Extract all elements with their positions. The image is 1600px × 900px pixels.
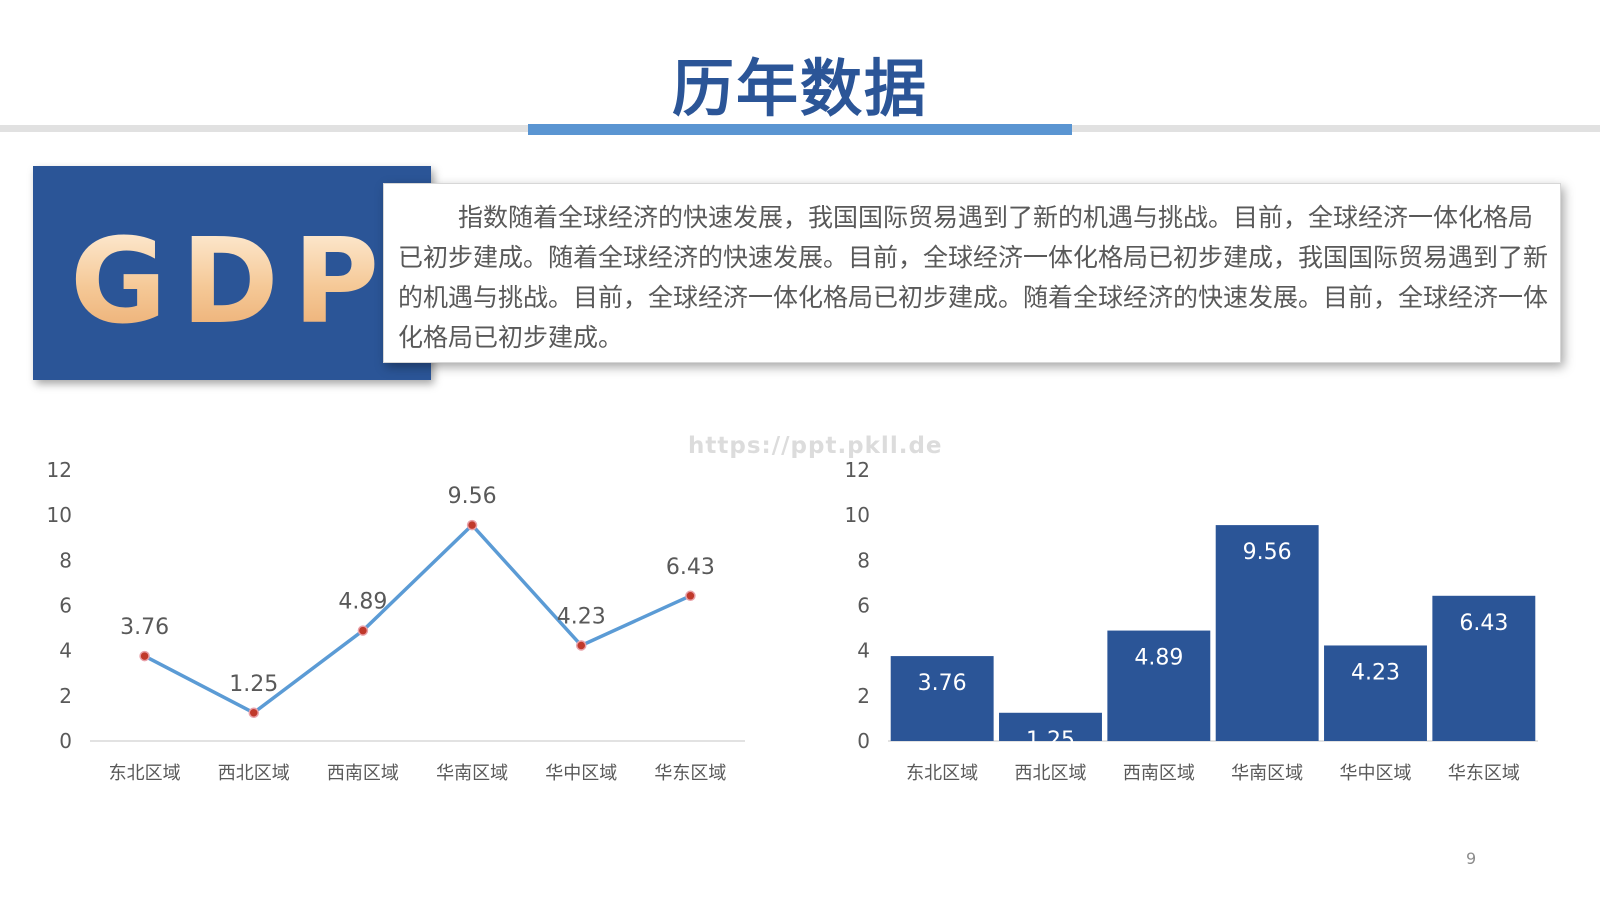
y-tick-label: 2 (59, 684, 72, 708)
line-chart: 0 2 4 6 8 10 12 东北区域 西北区域 西南区域 华南区域 华中区域 华东区域 3.76 1.2… (47, 458, 745, 784)
bar-value-label: 4.89 (1134, 646, 1183, 671)
x-tick-label: 西北区域 (1015, 763, 1087, 784)
y-tick-label: 4 (59, 639, 72, 663)
bar-value-label: 3.76 (918, 671, 967, 696)
bar-value-label: 4.23 (1351, 660, 1400, 685)
bar-value-label: 6.43 (1459, 611, 1508, 636)
x-tick-label: 西南区域 (1123, 763, 1195, 784)
watermark: https://ppt.pkll.de (688, 433, 943, 459)
y-tick-label: 10 (845, 503, 870, 527)
x-tick-label: 华东区域 (654, 763, 726, 784)
data-point (466, 519, 478, 531)
data-point (357, 625, 369, 636)
y-tick-label: 12 (845, 458, 870, 482)
data-label: 9.56 (448, 484, 497, 509)
y-tick-label: 0 (857, 729, 870, 753)
gdp-panel (33, 166, 431, 380)
data-point (248, 707, 259, 719)
bar (999, 712, 1102, 741)
data-point (139, 650, 150, 662)
y-tick-label: 12 (47, 458, 72, 482)
description-card: 指数随着全球经济的快速发展，我国国际贸易遇到了新的机遇与挑战。目前，全球经济一体… (383, 183, 1561, 363)
data-label: 4.89 (338, 590, 387, 615)
x-tick-label: 东北区域 (109, 763, 181, 784)
bar-value-label: 9.56 (1243, 540, 1292, 565)
bar (1432, 595, 1536, 741)
data-label: 4.23 (557, 604, 606, 629)
bar-value-label: 1.25 (1026, 728, 1075, 753)
x-tick-label: 华中区域 (545, 763, 617, 784)
y-tick-label: 6 (59, 594, 72, 618)
bar (1215, 525, 1319, 741)
x-tick-label: 华南区域 (436, 763, 508, 784)
y-tick-label: 4 (857, 639, 870, 663)
y-tick-label: 0 (59, 729, 72, 753)
page-number: 9 (1466, 849, 1477, 868)
data-point (576, 640, 587, 651)
series-line (143, 523, 692, 715)
x-tick-label: 西北区域 (218, 763, 290, 784)
x-tick-label: 华南区域 (1231, 763, 1303, 784)
x-tick-label: 华东区域 (1448, 763, 1520, 784)
y-tick-label: 10 (47, 503, 72, 527)
bar (1324, 645, 1427, 741)
bar (1107, 630, 1211, 741)
description-text: 指数随着全球经济的快速发展，我国国际贸易遇到了新的机遇与挑战。目前，全球经济一体… (398, 203, 1549, 352)
x-tick-label: 华中区域 (1340, 763, 1412, 784)
data-label: 6.43 (666, 555, 715, 580)
y-tick-label: 8 (59, 548, 72, 572)
x-tick-label: 西南区域 (327, 763, 399, 784)
gdp-label: GDP (70, 212, 394, 350)
data-label: 1.25 (229, 672, 278, 697)
y-tick-label: 2 (857, 684, 870, 708)
title-accent-bar (528, 124, 1072, 135)
y-tick-label: 8 (857, 548, 870, 572)
data-point (685, 590, 696, 602)
bar-chart: 0 2 4 6 8 10 12 东北区域 西北区域 西南区域 华南区域 华中区域 华东区域 3.76 1.2… (845, 458, 1538, 784)
x-tick-label: 东北区域 (906, 763, 978, 784)
slide-title: 历年数据 (671, 52, 928, 125)
y-tick-label: 6 (857, 594, 870, 618)
data-label: 3.76 (120, 615, 169, 640)
bar (890, 656, 994, 741)
